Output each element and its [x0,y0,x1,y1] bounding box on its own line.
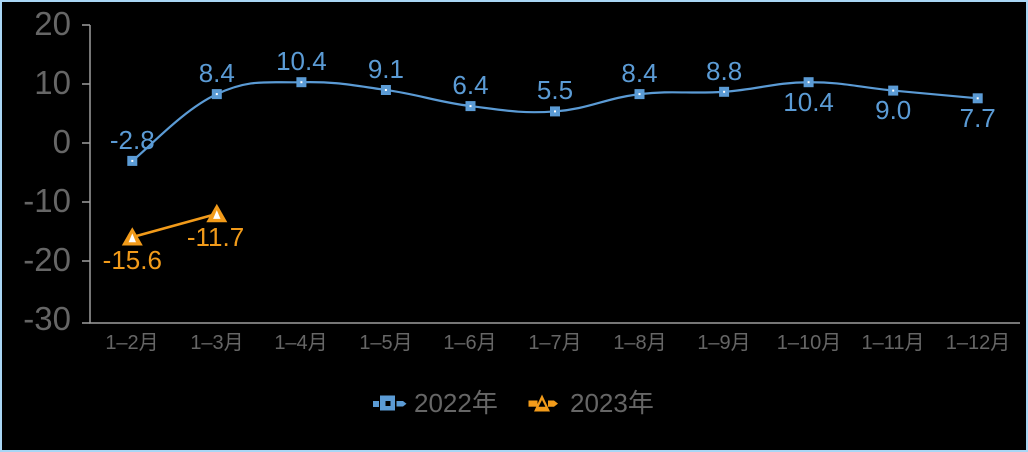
svg-text:8.4: 8.4 [621,58,657,88]
svg-text:1–2月: 1–2月 [105,332,158,354]
svg-text:1–12月: 1–12月 [946,332,1011,354]
svg-text:-2.8: -2.8 [110,125,155,155]
svg-text:1–11月: 1–11月 [861,332,924,354]
svg-text:0: 0 [53,123,71,160]
svg-text:-20: -20 [23,241,71,278]
svg-text:1–5月: 1–5月 [359,332,412,354]
svg-text:1–4月: 1–4月 [274,332,327,354]
svg-text:20: 20 [34,5,71,42]
svg-text:-30: -30 [23,300,71,337]
svg-text:1–7月: 1–7月 [528,332,581,354]
svg-text:2023年: 2023年 [570,388,654,418]
svg-text:10.4: 10.4 [783,87,834,117]
svg-text:8.8: 8.8 [706,56,742,86]
svg-text:8.4: 8.4 [199,58,235,88]
svg-text:-11.7: -11.7 [187,222,244,252]
svg-text:-10: -10 [23,182,71,219]
svg-text:6.4: 6.4 [452,70,488,100]
svg-text:1–6月: 1–6月 [443,332,496,354]
svg-text:9.1: 9.1 [368,54,404,84]
svg-text:1–9月: 1–9月 [697,332,750,354]
svg-text:1–10月: 1–10月 [777,332,842,354]
svg-text:10.4: 10.4 [276,46,327,76]
svg-text:10: 10 [34,64,71,101]
svg-text:7.7: 7.7 [960,103,996,133]
svg-text:9.0: 9.0 [875,95,911,125]
svg-text:1–8月: 1–8月 [613,332,666,354]
svg-text:-15.6: -15.6 [103,245,162,275]
svg-text:2022年: 2022年 [414,388,498,418]
svg-text:1–3月: 1–3月 [190,332,243,354]
svg-text:5.5: 5.5 [537,75,573,105]
